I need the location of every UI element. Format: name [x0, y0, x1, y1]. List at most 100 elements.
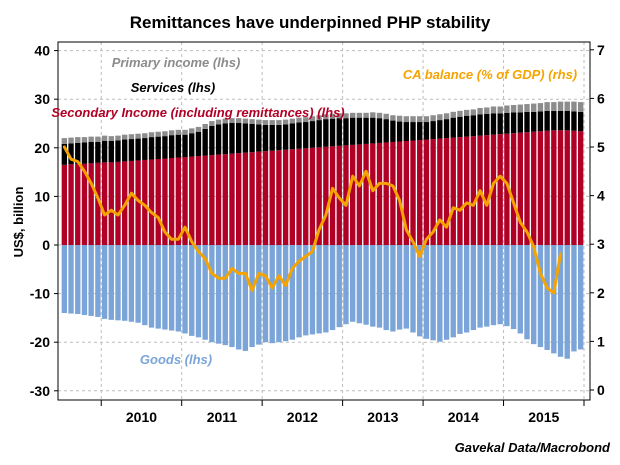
- bar-services: [101, 140, 108, 163]
- bar-primary-income: [551, 102, 557, 111]
- bar-primary-income: [209, 121, 215, 126]
- bar-goods: [269, 245, 275, 344]
- bar-services: [175, 134, 182, 158]
- bar-goods: [504, 245, 510, 327]
- bar-services: [115, 140, 121, 162]
- bar-services: [477, 114, 483, 136]
- bar-goods: [430, 245, 436, 341]
- bar-services: [142, 138, 148, 160]
- bar-services: [470, 115, 477, 137]
- bar-services: [282, 124, 289, 150]
- bar-goods: [323, 245, 329, 333]
- bar-primary-income: [363, 112, 369, 118]
- bar-secondary-income: [195, 156, 202, 245]
- bar-goods: [383, 245, 389, 331]
- bar-services: [349, 117, 356, 145]
- bar-secondary-income: [269, 150, 275, 245]
- bar-secondary-income: [504, 133, 510, 245]
- bar-primary-income: [463, 109, 470, 116]
- bar-secondary-income: [557, 130, 564, 245]
- bar-secondary-income: [430, 139, 436, 245]
- bar-primary-income: [537, 103, 544, 112]
- bar-goods: [517, 245, 523, 334]
- bar-goods: [457, 245, 463, 334]
- bar-primary-income: [577, 102, 584, 112]
- bar-goods: [423, 245, 430, 339]
- bar-secondary-income: [289, 149, 296, 245]
- bar-primary-income: [128, 134, 135, 140]
- bar-services: [168, 135, 175, 159]
- bar-services: [95, 141, 101, 163]
- bar-services: [537, 111, 544, 132]
- bar-goods: [524, 245, 530, 340]
- bar-primary-income: [477, 107, 483, 115]
- bar-services: [269, 124, 275, 151]
- bar-secondary-income: [175, 157, 182, 245]
- bar-services: [309, 121, 316, 148]
- bar-goods: [370, 245, 376, 327]
- bar-primary-income: [510, 105, 517, 113]
- bar-secondary-income: [296, 148, 302, 245]
- bar-services: [256, 124, 262, 152]
- bar-services: [75, 142, 81, 164]
- bar-goods: [128, 245, 135, 322]
- y-tick-label-right: 6: [597, 90, 605, 106]
- bar-goods: [417, 245, 423, 337]
- bar-primary-income: [531, 103, 537, 112]
- bar-primary-income: [148, 132, 155, 138]
- bar-services: [162, 136, 168, 159]
- bar-services: [517, 112, 523, 133]
- bar-primary-income: [417, 116, 423, 123]
- bar-goods: [229, 245, 235, 348]
- bar-goods: [122, 245, 128, 321]
- bar-goods: [222, 245, 228, 346]
- bar-goods: [262, 245, 269, 343]
- bar-goods: [470, 245, 477, 331]
- bar-secondary-income: [564, 130, 570, 245]
- bar-goods: [168, 245, 175, 331]
- bar-goods: [577, 245, 584, 350]
- bar-goods: [189, 245, 195, 336]
- bar-secondary-income: [276, 150, 282, 245]
- bar-secondary-income: [81, 163, 88, 245]
- bar-secondary-income: [303, 148, 309, 245]
- bar-services: [81, 142, 88, 164]
- bar-primary-income: [282, 119, 289, 125]
- bar-goods: [195, 245, 202, 338]
- bar-goods: [410, 245, 416, 333]
- x-tick-label: 2010: [126, 409, 157, 425]
- bar-secondary-income: [544, 130, 550, 245]
- bar-goods: [68, 245, 74, 314]
- bar-services: [229, 123, 235, 154]
- bar-secondary-income: [101, 162, 108, 245]
- bar-primary-income: [450, 111, 456, 118]
- x-tick-label: 2011: [207, 409, 238, 425]
- bar-primary-income: [256, 119, 262, 125]
- bar-secondary-income: [215, 154, 222, 245]
- bar-primary-income: [122, 134, 128, 140]
- bar-services: [242, 123, 249, 153]
- bar-services: [215, 124, 222, 155]
- bar-goods: [531, 245, 537, 345]
- bar-secondary-income: [383, 142, 389, 245]
- bar-goods: [209, 245, 215, 343]
- bar-goods: [329, 245, 336, 331]
- bar-primary-income: [276, 120, 282, 125]
- bar-primary-income: [316, 115, 322, 121]
- bar-primary-income: [175, 129, 182, 135]
- bar-secondary-income: [168, 158, 175, 245]
- y-tick-label-left: -10: [30, 286, 50, 302]
- bar-goods: [557, 245, 564, 357]
- bar-services: [417, 122, 423, 141]
- bar-secondary-income: [202, 155, 208, 245]
- bar-primary-income: [443, 113, 450, 120]
- bar-goods: [437, 245, 443, 342]
- bar-services: [410, 122, 416, 141]
- bar-primary-income: [75, 137, 81, 143]
- bar-services: [61, 143, 68, 165]
- y-tick-label-left: -20: [30, 334, 50, 350]
- bar-primary-income: [115, 135, 121, 141]
- bar-primary-income: [430, 115, 436, 122]
- bar-goods: [497, 245, 503, 325]
